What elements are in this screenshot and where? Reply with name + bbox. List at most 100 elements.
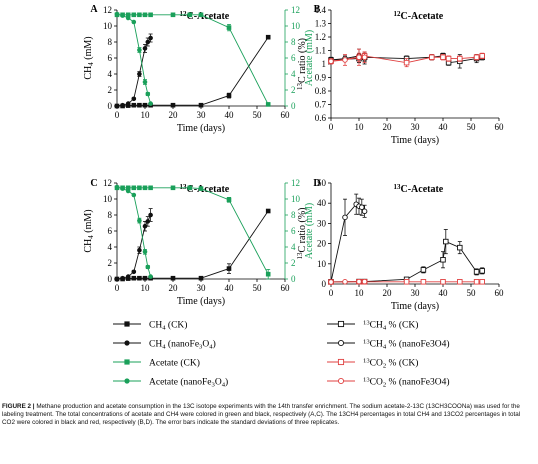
data-point (131, 19, 137, 25)
x-tick-label: 30 (197, 110, 207, 120)
data-point (142, 46, 148, 51)
x-tick-label: 30 (411, 122, 421, 132)
data-point (356, 278, 362, 285)
y-tick-label: 1.2 (315, 32, 326, 42)
legend-marker (337, 358, 345, 366)
data-point (125, 12, 131, 18)
y-tick-label: 1 (322, 59, 327, 69)
y-tick-label: 4 (108, 69, 113, 79)
x-tick-label: 40 (225, 110, 235, 120)
data-point (479, 268, 485, 274)
legend-right: 13CH4 % (CK) 13CH4 % (nanoFe3O4) 13CO2 % (… (327, 320, 450, 389)
caption-label: FIGURE 2 | (2, 403, 35, 410)
data-point (137, 275, 142, 281)
data-point (148, 12, 153, 18)
y-tick-label: 50 (317, 178, 327, 188)
legend-label: 13CH4 % (CK) (363, 320, 418, 332)
y-axis-label-right: Acetate (mM) (304, 203, 315, 259)
data-point (120, 102, 125, 108)
data-point (125, 274, 131, 279)
data-point (420, 279, 427, 285)
x-tick-label: 60 (495, 288, 505, 298)
data-point (131, 12, 137, 18)
y-tick-label-right: 4 (291, 242, 296, 252)
series-line (116, 13, 152, 104)
data-point (359, 204, 365, 210)
panel-letter: C (90, 178, 97, 189)
x-tick-label: 60 (281, 110, 291, 120)
y-tick-label: 6 (108, 226, 113, 236)
data-point (361, 54, 368, 61)
series-line (330, 203, 365, 282)
data-point (265, 271, 271, 277)
data-point (142, 102, 148, 108)
y-axis-label: 13C ratio (%) (296, 208, 308, 260)
data-point (226, 197, 232, 203)
data-point (137, 71, 142, 77)
legend-entry: 13CH4 % (CK) (327, 320, 418, 332)
data-point (148, 101, 153, 106)
y-tick-label: 6 (108, 53, 113, 63)
data-point (120, 275, 125, 281)
data-point (125, 188, 131, 194)
data-point (137, 102, 142, 108)
y-axis-label: 13C ratio (%) (296, 38, 308, 90)
data-point (131, 192, 137, 198)
data-point (479, 53, 485, 59)
caption-text: Methane production and acetate consumpti… (2, 403, 521, 427)
data-point (265, 208, 271, 214)
panel-letter: B (314, 4, 321, 15)
y-tick-label: 12 (103, 5, 112, 15)
series-13co2-ck- (328, 52, 485, 68)
data-point (142, 12, 148, 18)
y-tick-label-right: 6 (291, 53, 296, 63)
y-tick-label: 10 (103, 194, 113, 204)
data-point (403, 279, 410, 285)
panel-d: D 13C-Acetate 0 10 20 30 40 50 60 Time (days) 0 10 2… (296, 178, 504, 312)
x-axis-label: Time (days) (177, 296, 225, 307)
x-tick-label: 10 (355, 122, 365, 132)
data-point (114, 184, 120, 190)
data-point (125, 185, 131, 191)
data-point (142, 79, 148, 85)
y-tick-label-right: 0 (291, 274, 296, 284)
panel-title: 13C-Acetate (393, 183, 443, 195)
y-axis-label: CH4 (mM) (83, 209, 95, 252)
data-point (137, 247, 142, 253)
panel-title: 12C-Acetate (393, 10, 443, 22)
data-point (187, 12, 193, 18)
series-13co2-nanofe3o4- (328, 278, 368, 285)
legend-label: 13CO2 % (CK) (363, 358, 418, 370)
legend-marker (337, 339, 345, 347)
y-tick-label: 8 (108, 37, 113, 47)
panel-letter: A (90, 4, 98, 15)
x-tick-label: 10 (355, 288, 365, 298)
series-line (330, 56, 365, 62)
x-tick-label: 30 (411, 288, 421, 298)
y-tick-label: 0 (322, 279, 327, 289)
legend-marker (124, 378, 130, 384)
y-tick-label: 40 (317, 198, 327, 208)
data-point (145, 264, 151, 270)
legend-entry: 13CO2 % (nanoFe3O4) (327, 377, 450, 389)
data-point (145, 91, 151, 97)
legend-marker (124, 340, 130, 346)
data-point (440, 54, 446, 61)
x-tick-label: 60 (281, 283, 291, 293)
y-tick-label-right: 4 (291, 69, 296, 79)
y-tick-label: 1.1 (315, 46, 326, 56)
data-point (148, 212, 153, 218)
figure-caption: FIGURE 2 | Methane production and acetat… (2, 403, 534, 428)
series-acetate-ck- (114, 12, 271, 107)
y-tick-label-right: 6 (291, 226, 296, 236)
y-tick-label: 10 (317, 259, 327, 269)
series-13ch4-ck- (328, 229, 485, 285)
x-axis-label: Time (days) (391, 135, 439, 146)
y-tick-label: 8 (108, 210, 113, 220)
data-point (131, 102, 137, 108)
series-acetate-nanofe3o4- (114, 184, 153, 279)
x-tick-label: 50 (467, 122, 477, 132)
legend-label: CH4 (nanoFe3O4) (149, 339, 216, 351)
data-point (137, 218, 142, 223)
